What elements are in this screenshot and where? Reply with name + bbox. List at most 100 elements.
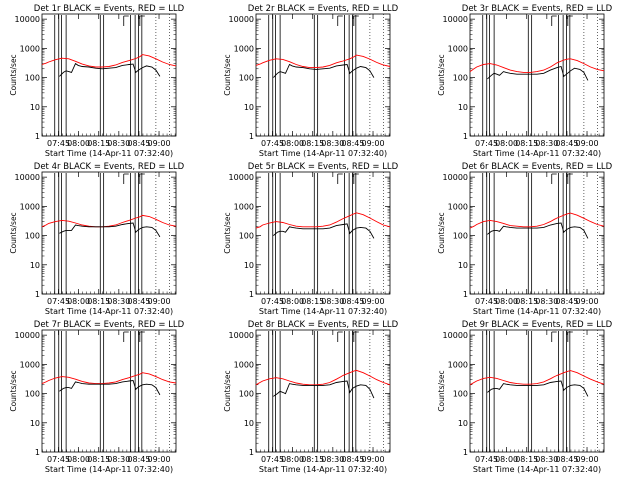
y-tick-label: 1000 xyxy=(448,44,468,53)
events-series-line xyxy=(59,222,161,238)
lld-series-line xyxy=(469,212,605,229)
x-axis-label: Start Time (14-Apr-11 07:32:40) xyxy=(45,307,173,316)
chart-panel-5: Det 5r BLACK = Events, RED = LLD 1 10 100 10… xyxy=(223,162,399,316)
x-tick-label: 08:45 xyxy=(341,139,364,148)
x-tick-label: 07:45 xyxy=(261,455,284,464)
y-tick-label: 100 xyxy=(239,74,254,83)
x-tick-label: 08:30 xyxy=(321,297,344,306)
x-tick-label: 08:30 xyxy=(107,139,130,148)
state-flag-mark xyxy=(139,331,145,342)
y-axis-label: Counts/sec xyxy=(223,370,232,411)
y-tick-label: 10 xyxy=(458,419,468,428)
x-axis-label: Start Time (14-Apr-11 07:32:40) xyxy=(473,465,601,474)
chart-title: Det 7r BLACK = Events, RED = LLD xyxy=(34,320,185,330)
chart-title: Det 5r BLACK = Events, RED = LLD xyxy=(248,162,399,172)
x-tick-label: 09:00 xyxy=(575,455,598,464)
x-tick-label: 08:00 xyxy=(281,297,304,306)
state-flag-mark xyxy=(139,15,145,26)
events-series-line xyxy=(487,222,589,239)
state-flag-mark xyxy=(567,331,573,342)
x-tick-label: 08:30 xyxy=(107,297,130,306)
y-tick-label: 10000 xyxy=(229,15,254,24)
x-tick-label: 07:45 xyxy=(47,139,70,148)
x-tick-label: 09:00 xyxy=(575,139,598,148)
y-tick-label: 1 xyxy=(249,132,254,141)
state-flag-mark xyxy=(551,173,557,184)
y-tick-label: 100 xyxy=(239,390,254,399)
y-tick-label: 1 xyxy=(35,448,40,457)
events-series-line xyxy=(273,223,375,239)
chart-panel-9: Det 9r BLACK = Events, RED = LLD 1 10 100 10… xyxy=(437,320,613,474)
y-tick-label: 1000 xyxy=(234,360,254,369)
x-tick-label: 07:45 xyxy=(475,297,498,306)
y-tick-label: 1 xyxy=(463,290,468,299)
plot-frame xyxy=(469,171,605,295)
y-tick-label: 10000 xyxy=(15,173,40,182)
x-tick-label: 08:45 xyxy=(341,297,364,306)
y-tick-label: 10000 xyxy=(443,15,468,24)
y-axis-label: Counts/sec xyxy=(437,212,446,253)
chart-title: Det 2r BLACK = Events, RED = LLD xyxy=(248,4,399,14)
y-tick-label: 10000 xyxy=(15,331,40,340)
y-tick-label: 1000 xyxy=(234,202,254,211)
x-tick-label: 08:45 xyxy=(127,297,150,306)
x-axis-label: Start Time (14-Apr-11 07:32:40) xyxy=(473,149,601,158)
state-flag-mark xyxy=(139,173,145,184)
plot-frame xyxy=(41,171,177,295)
x-tick-label: 08:30 xyxy=(535,455,558,464)
x-tick-label: 08:15 xyxy=(87,139,110,148)
y-tick-label: 10 xyxy=(30,419,40,428)
y-tick-label: 1 xyxy=(35,132,40,141)
lld-series-line xyxy=(41,54,177,68)
y-axis-label: Counts/sec xyxy=(223,54,232,95)
plot-frame xyxy=(255,329,391,453)
x-tick-label: 09:00 xyxy=(147,455,170,464)
x-axis-label: Start Time (14-Apr-11 07:32:40) xyxy=(259,149,387,158)
y-tick-label: 100 xyxy=(25,390,40,399)
x-tick-label: 08:00 xyxy=(495,455,518,464)
plot-frame xyxy=(469,13,605,137)
x-tick-label: 09:00 xyxy=(361,297,384,306)
state-flag-mark xyxy=(353,331,359,342)
y-tick-label: 10 xyxy=(244,103,254,112)
y-tick-label: 10 xyxy=(30,261,40,270)
events-series-line xyxy=(273,63,375,78)
y-axis-label: Counts/sec xyxy=(9,370,18,411)
y-axis-label: Counts/sec xyxy=(9,54,18,95)
y-tick-label: 10000 xyxy=(443,173,468,182)
x-tick-label: 09:00 xyxy=(147,297,170,306)
state-flag-mark xyxy=(567,15,573,26)
y-tick-label: 1000 xyxy=(20,44,40,53)
y-tick-label: 10000 xyxy=(15,15,40,24)
y-tick-label: 100 xyxy=(25,232,40,241)
state-flag-mark xyxy=(353,173,359,184)
y-tick-label: 100 xyxy=(453,232,468,241)
chart-title: Det 9r BLACK = Events, RED = LLD xyxy=(462,320,613,330)
x-tick-label: 08:45 xyxy=(555,455,578,464)
x-tick-label: 07:45 xyxy=(261,297,284,306)
y-tick-label: 100 xyxy=(239,232,254,241)
x-tick-label: 08:15 xyxy=(87,297,110,306)
y-tick-label: 100 xyxy=(453,390,468,399)
y-tick-label: 1000 xyxy=(448,360,468,369)
state-flag-mark xyxy=(123,15,129,26)
y-tick-label: 1 xyxy=(463,132,468,141)
y-tick-label: 10 xyxy=(458,103,468,112)
x-tick-label: 07:45 xyxy=(475,455,498,464)
x-tick-label: 09:00 xyxy=(361,139,384,148)
chart-panel-2: Det 2r BLACK = Events, RED = LLD 1 10 100 10… xyxy=(223,4,399,158)
y-tick-label: 1000 xyxy=(234,44,254,53)
state-flag-mark xyxy=(123,173,129,184)
x-tick-label: 08:45 xyxy=(555,139,578,148)
chart-title: Det 3r BLACK = Events, RED = LLD xyxy=(462,4,613,14)
x-axis-label: Start Time (14-Apr-11 07:32:40) xyxy=(259,465,387,474)
x-tick-label: 07:45 xyxy=(47,455,70,464)
x-tick-label: 07:45 xyxy=(475,139,498,148)
x-axis-label: Start Time (14-Apr-11 07:32:40) xyxy=(259,307,387,316)
plot-frame xyxy=(255,13,391,137)
y-tick-label: 10 xyxy=(458,261,468,270)
y-tick-label: 10 xyxy=(30,103,40,112)
x-tick-label: 08:00 xyxy=(281,455,304,464)
x-tick-label: 08:30 xyxy=(535,297,558,306)
